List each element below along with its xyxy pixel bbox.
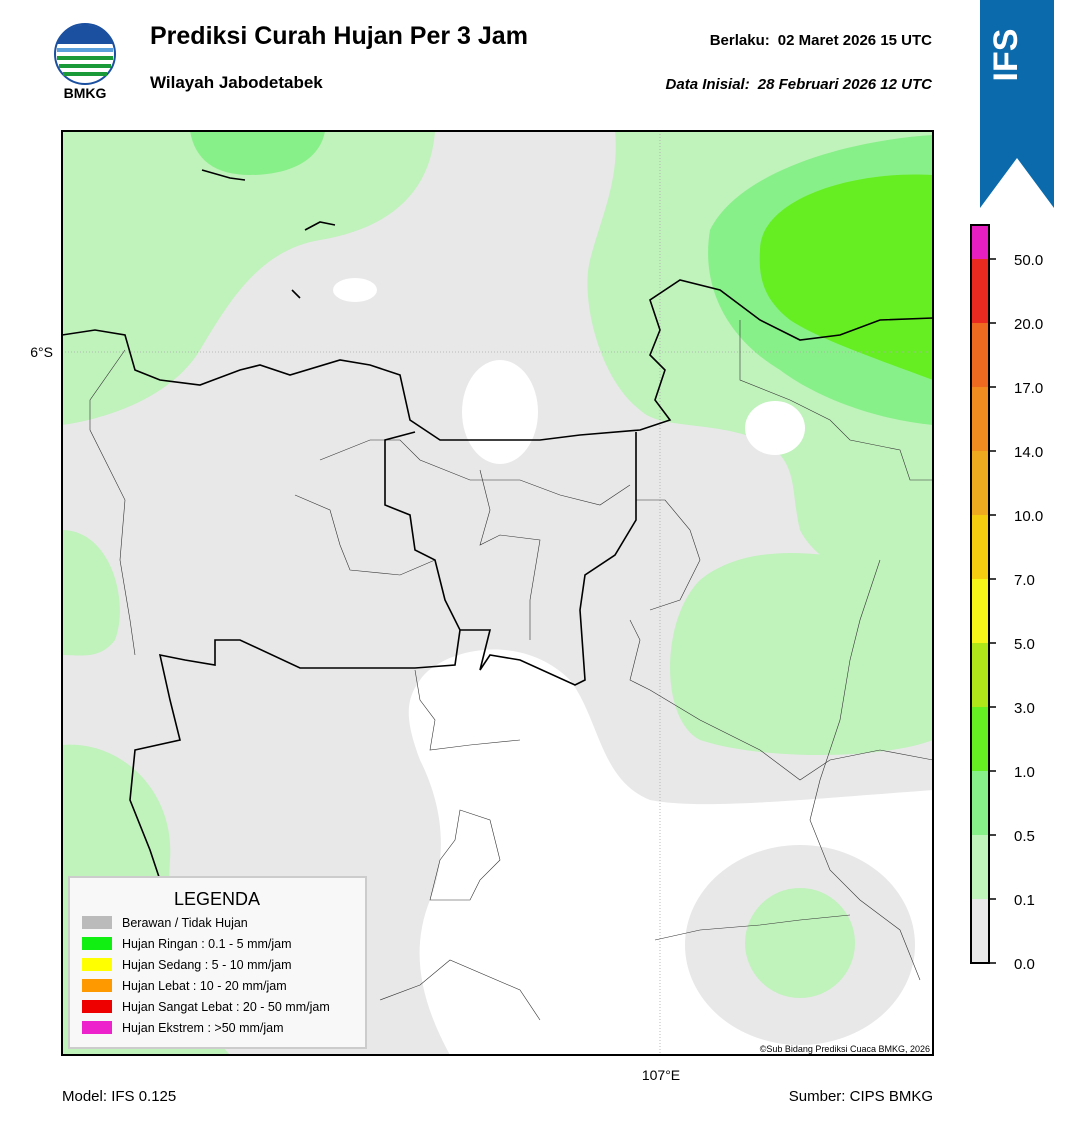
logo: BMKG [54,23,116,101]
legend-label: Hujan Ringan : 0.1 - 5 mm/jam [122,937,292,951]
colorbar-label: 1.0 [1014,764,1035,781]
footer-model: Model: IFS 0.125 [62,1088,176,1105]
init-time: Data Inisial: 28 Februari 2026 12 UTC [666,76,934,93]
badge-text: IFS [987,29,1025,82]
legend-label: Berawan / Tidak Hujan [122,916,248,930]
legend-label: Hujan Sangat Lebat : 20 - 50 mm/jam [122,1000,330,1014]
lon-label: 107°E [642,1067,680,1083]
title: Prediksi Curah Hujan Per 3 Jam [150,22,528,50]
colorbar-label: 3.0 [1014,700,1035,717]
colorbar: 0.0 0.1 0.5 1.0 3.0 5.0 7.0 10.0 14.0 17.0 20.0 50.… [970,224,1043,973]
colorbar-label: 0.5 [1014,828,1035,845]
colorbar-label: 0.1 [1014,892,1035,909]
colorbar-label: 0.0 [1014,956,1035,973]
colorbar-segment [971,579,989,643]
lat-label: 6°S [30,344,53,360]
colorbar-segment [971,451,989,515]
init-value: 28 Februari 2026 12 UTC [757,76,933,93]
colorbar-segment [971,515,989,579]
colorbar-segment [971,323,989,387]
colorbar-segment [971,771,989,835]
map-frame [61,130,934,1056]
colorbar-segment [971,387,989,451]
legend-items: Berawan / Tidak Hujan Hujan Ringan : 0.1 … [82,916,330,1035]
legend-swatch [82,937,112,950]
colorbar-label: 20.0 [1014,316,1043,333]
valid-value: 02 Maret 2026 15 UTC [778,32,932,49]
valid-time: Berlaku: 02 Maret 2026 15 UTC [710,32,932,49]
legend-label: Hujan Lebat : 10 - 20 mm/jam [122,979,287,993]
colorbar-segment [971,899,989,963]
valid-label: Berlaku: [710,32,770,49]
colorbar-label: 7.0 [1014,572,1035,589]
colorbar-label: 10.0 [1014,508,1043,525]
colorbar-segment [971,225,989,259]
legend-swatch [82,1000,112,1013]
legend-swatch [82,1021,112,1034]
colorbar-segment [971,707,989,771]
legend-label: Hujan Ekstrem : >50 mm/jam [122,1021,284,1035]
colorbar-segment [971,643,989,707]
colorbar-frame [970,224,990,964]
credit: ©Sub Bidang Prediksi Cuaca BMKG, 2026 [760,1044,930,1054]
colorbar-label: 5.0 [1014,636,1035,653]
colorbar-label: 17.0 [1014,380,1043,397]
footer-source: Sumber: CIPS BMKG [789,1088,933,1105]
legend-title: LEGENDA [174,889,260,909]
colorbar-label: 50.0 [1014,252,1043,269]
legend-label: Hujan Sedang : 5 - 10 mm/jam [122,958,292,972]
colorbar-segment [971,259,989,323]
subtitle: Wilayah Jabodetabek [150,73,323,92]
badge [980,0,1054,208]
init-label: Data Inisial: [666,76,750,93]
legend-box [68,876,367,1049]
map: LEGENDA Berawan / Tidak Hujan Hujan Ringa… [62,131,933,1055]
logo-text: BMKG [64,85,107,101]
colorbar-label: 14.0 [1014,444,1043,461]
colorbar-segment [971,835,989,899]
legend-swatch [82,916,112,929]
legend-swatch [82,958,112,971]
legend-swatch [82,979,112,992]
